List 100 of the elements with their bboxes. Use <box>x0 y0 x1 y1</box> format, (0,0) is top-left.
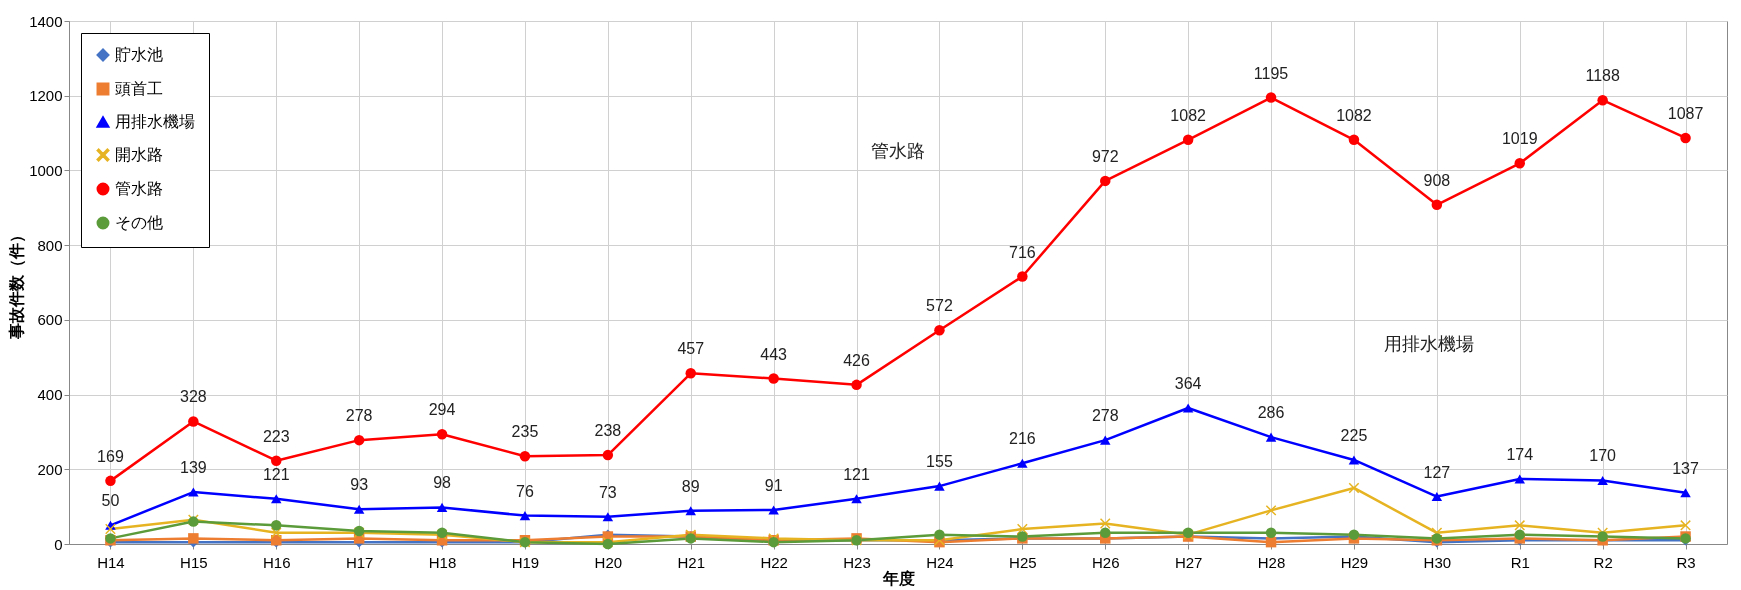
legend-label: 開水路 <box>115 146 163 163</box>
y-tick-label: 400 <box>37 386 63 404</box>
x-tick-label: H26 <box>1091 553 1120 571</box>
y-tick-label: 1000 <box>29 161 63 179</box>
point <box>934 325 945 336</box>
data-label: 139 <box>180 459 207 477</box>
data-label: 908 <box>1423 171 1451 189</box>
point <box>1265 432 1277 442</box>
legend-label: 頭首工 <box>115 80 163 97</box>
x-tick-label: H20 <box>594 553 623 571</box>
point <box>353 434 365 446</box>
point <box>1182 134 1194 146</box>
data-label: 137 <box>1672 459 1699 477</box>
point <box>1431 199 1443 211</box>
point <box>1265 505 1277 516</box>
data-label: 457 <box>677 340 705 358</box>
point <box>1514 520 1525 531</box>
point <box>851 379 862 391</box>
point <box>1348 482 1360 494</box>
y-axis-title: 事故件数（件） <box>8 227 27 340</box>
data-label: 278 <box>345 407 373 425</box>
point <box>188 487 199 497</box>
x-tick-label: H28 <box>1257 553 1286 571</box>
data-label: 127 <box>1423 463 1451 481</box>
legend-label: 管水路 <box>115 180 163 197</box>
point <box>1182 403 1194 413</box>
x-tick-label: H29 <box>1340 553 1369 571</box>
x-tick-label: R2 <box>1593 553 1613 571</box>
point <box>519 450 531 462</box>
point <box>1514 474 1525 484</box>
data-label: 73 <box>598 483 617 501</box>
y-tick-label: 600 <box>37 311 63 329</box>
x-tick-label: H19 <box>511 553 540 571</box>
data-label: 1082 <box>1336 106 1372 124</box>
data-label: 121 <box>843 465 870 483</box>
data-label: 364 <box>1174 375 1202 393</box>
data-label: 89 <box>681 477 700 495</box>
y-tick-label: 1400 <box>29 12 63 30</box>
legend-label: 用排水機場 <box>115 113 195 130</box>
point <box>1017 458 1028 468</box>
point <box>851 494 862 504</box>
data-label: 155 <box>926 453 953 471</box>
point <box>1680 488 1691 498</box>
x-tick-label: H17 <box>345 553 374 571</box>
y-tick-label: 800 <box>37 236 63 254</box>
data-label: 225 <box>1340 426 1368 444</box>
x-tick-label: H25 <box>1009 553 1037 571</box>
point <box>934 529 945 540</box>
x-axis-title: 年度 <box>881 568 915 587</box>
point <box>353 504 365 514</box>
x-tick-label: H16 <box>262 553 291 571</box>
point <box>1265 527 1277 539</box>
data-label: 223 <box>262 427 290 445</box>
point <box>602 449 614 461</box>
x-tick-label: H22 <box>760 553 788 571</box>
data-label: 76 <box>516 482 534 500</box>
point <box>1680 520 1691 531</box>
data-label: 170 <box>1589 447 1617 465</box>
x-tick-label: H24 <box>926 553 954 571</box>
point <box>1100 518 1111 529</box>
point <box>1597 475 1608 486</box>
data-label: 1087 <box>1667 104 1704 122</box>
x-tick-label: R1 <box>1510 553 1530 571</box>
data-label: 278 <box>1091 407 1119 425</box>
x-tick-label: R3 <box>1676 553 1696 571</box>
data-label: 716 <box>1009 243 1036 261</box>
data-label: 174 <box>1506 446 1534 463</box>
point <box>519 511 531 521</box>
point <box>768 373 779 384</box>
point <box>436 428 448 440</box>
point <box>1348 134 1360 146</box>
point <box>271 494 282 504</box>
y-tick-label: 0 <box>54 535 63 553</box>
point <box>105 523 116 535</box>
point <box>1100 527 1111 539</box>
legend-label: その他 <box>115 214 163 231</box>
point <box>188 416 199 427</box>
point <box>1100 175 1111 187</box>
data-label: 235 <box>511 423 539 441</box>
point <box>188 533 199 544</box>
legend-label: 貯水池 <box>115 46 163 63</box>
data-label: 1188 <box>1585 67 1620 85</box>
point <box>105 475 116 487</box>
data-label: 972 <box>1091 147 1119 165</box>
data-label: 98 <box>433 474 452 492</box>
data-label: 572 <box>926 297 953 315</box>
point <box>1017 271 1028 282</box>
point <box>1680 132 1691 144</box>
x-tick-label: H18 <box>428 553 457 571</box>
point <box>1265 92 1277 103</box>
data-label: 238 <box>594 422 622 440</box>
data-label: 426 <box>843 351 870 369</box>
point <box>1100 435 1111 445</box>
x-tick-label: H21 <box>677 553 706 571</box>
annotation: 用排水機場 <box>1383 334 1474 355</box>
x-tick-label: H27 <box>1174 553 1203 571</box>
point <box>271 455 282 466</box>
point <box>1597 94 1608 106</box>
data-label: 91 <box>764 477 783 495</box>
point <box>271 520 282 531</box>
